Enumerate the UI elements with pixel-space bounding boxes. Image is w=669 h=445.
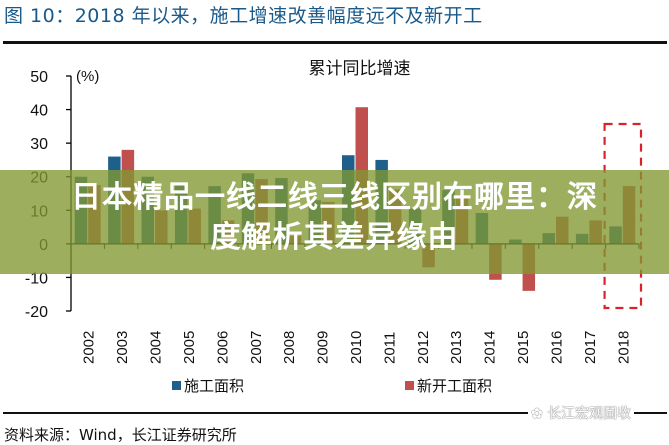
x-tick-label: 2002 — [81, 331, 98, 364]
overlay-line-1: 日本精品一线二线三线区别在哪里：深 — [71, 180, 598, 215]
figure-title: 图 10：2018 年以来，施工增速改善幅度远不及新开工 — [4, 5, 483, 27]
source-note: 资料来源：Wind，长江证券研究所 — [4, 426, 237, 444]
legend-item-new-start: 新开工面积 — [405, 375, 492, 396]
legend-label-construction: 施工面积 — [184, 377, 245, 395]
x-tick-label: 2018 — [615, 331, 632, 364]
wechat-icon: ✿ — [531, 406, 548, 422]
top-divider — [3, 41, 667, 44]
overlay-headline: 日本精品一线二线三线区别在哪里：深 度解析其差异缘由 — [0, 178, 669, 258]
x-tick-label: 2006 — [214, 331, 231, 364]
x-tick-label: 2014 — [482, 331, 499, 364]
watermark: ✿ 长江宏观固收 — [528, 403, 635, 423]
x-tick-label: 2005 — [181, 331, 198, 364]
x-tick-label: 2017 — [582, 331, 599, 364]
y-tick-label: 40 — [30, 103, 48, 120]
legend-item-construction: 施工面积 — [172, 375, 244, 396]
legend-swatch-construction — [172, 381, 181, 390]
x-tick-label: 2015 — [515, 331, 532, 364]
x-tick-label: 2003 — [114, 331, 131, 364]
x-tick-label: 2004 — [148, 331, 165, 364]
legend-label-new-start: 新开工面积 — [417, 377, 493, 395]
y-axis-unit: (%) — [76, 68, 99, 85]
overlay-banner — [0, 170, 669, 274]
y-tick-label: -20 — [25, 304, 48, 321]
x-tick-label: 2010 — [348, 331, 365, 364]
x-tick-label: 2008 — [281, 331, 298, 364]
x-tick-label: 2007 — [248, 331, 265, 364]
x-tick-label: 2013 — [448, 331, 465, 364]
y-tick-label: -10 — [25, 270, 48, 287]
y-tick-label: 50 — [30, 69, 48, 86]
legend-swatch-new-start — [405, 381, 414, 390]
x-tick-label: 2016 — [548, 331, 565, 364]
overlay-line-2: 度解析其差异缘由 — [210, 220, 459, 255]
bottom-divider — [3, 412, 667, 414]
x-tick-label: 2012 — [415, 331, 432, 364]
chart-title: 累计同比增速 — [308, 59, 411, 79]
x-tick-label: 2011 — [381, 332, 398, 364]
y-tick-label: 30 — [30, 136, 48, 153]
x-tick-label: 2009 — [315, 331, 332, 364]
watermark-text: 长江宏观固收 — [547, 406, 632, 422]
